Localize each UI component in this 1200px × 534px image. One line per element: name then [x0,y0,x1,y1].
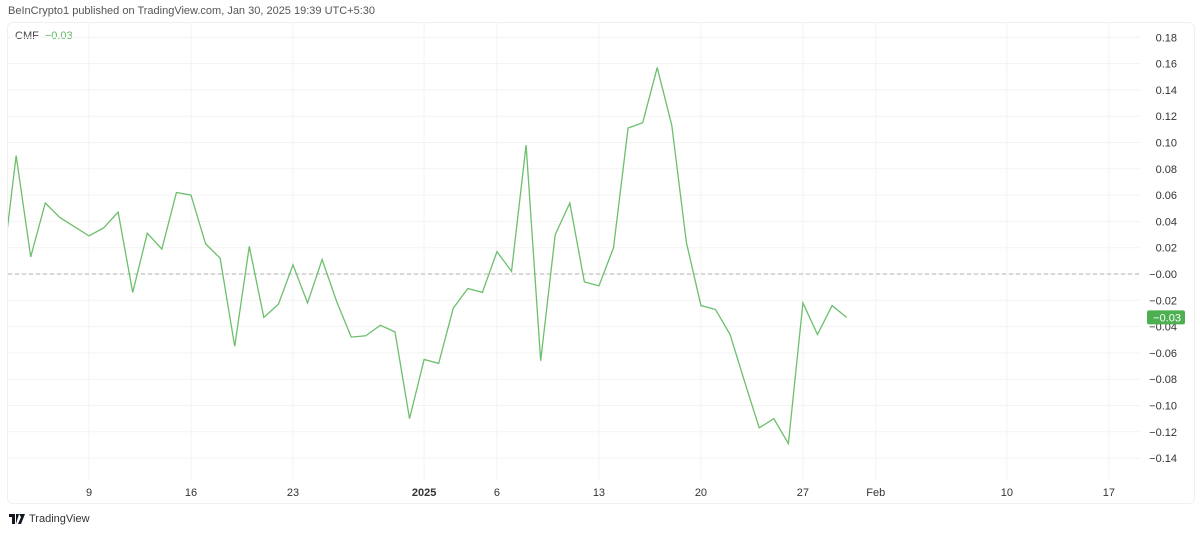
y-tick-label: −0.10 [1149,401,1177,413]
brand-name: TradingView [29,513,90,525]
indicator-legend[interactable]: CMF −0.03 [15,30,73,42]
y-tick-label: −0.12 [1149,427,1177,439]
y-tick-label: 0.02 [1156,243,1177,255]
y-tick-label: −0.14 [1149,453,1177,465]
y-tick-label: −0.00 [1149,269,1177,281]
y-tick-label: 0.12 [1156,111,1177,123]
y-tick-label: −0.06 [1149,348,1177,360]
x-tick-label: 17 [1103,487,1115,499]
y-tick-label: −0.02 [1149,295,1177,307]
y-tick-label: 0.08 [1156,164,1177,176]
x-tick-label: 2025 [412,487,436,499]
y-tick-label: 0.10 [1156,138,1177,150]
tradingview-branding[interactable]: TradingView [9,513,90,525]
x-tick-label: 10 [1001,487,1013,499]
x-tick-label: 13 [593,487,605,499]
tradingview-logo-icon [9,514,25,524]
x-tick-label: 16 [185,487,197,499]
indicator-value: −0.03 [44,30,73,42]
chart-frame [7,22,1195,504]
last-value-label: −0.03 [1153,312,1181,324]
x-tick-label: 6 [494,487,500,499]
y-tick-label: 0.04 [1156,216,1177,228]
y-tick-label: 0.18 [1156,32,1177,44]
y-tick-label: −0.08 [1149,374,1177,386]
publish-info: BeInCrypto1 published on TradingView.com… [8,5,376,17]
x-tick-label: 20 [695,487,707,499]
y-tick-label: 0.14 [1156,85,1177,97]
x-tick-label: 27 [797,487,809,499]
indicator-name: CMF [15,30,39,42]
x-tick-label: Feb [866,487,885,499]
x-tick-label: 9 [86,487,92,499]
y-tick-label: 0.16 [1156,59,1177,71]
y-tick-label: −0.04 [1149,322,1177,334]
x-tick-label: 23 [287,487,299,499]
last-value-badge [1147,310,1185,325]
y-tick-label: 0.06 [1156,190,1177,202]
